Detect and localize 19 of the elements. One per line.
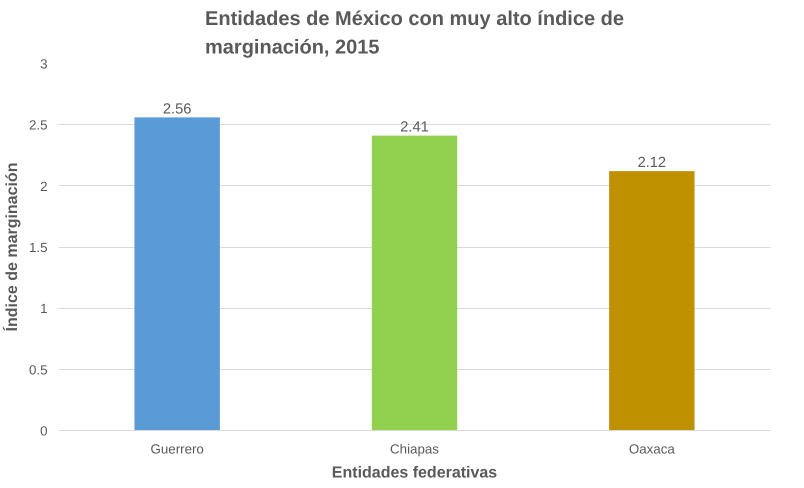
bar xyxy=(609,171,695,430)
y-tick-label: 0 xyxy=(40,424,48,438)
x-tick-label: Oaxaca xyxy=(628,442,676,456)
y-tick-label: 1.5 xyxy=(28,240,48,255)
y-tick-label: 2 xyxy=(40,178,48,194)
y-tick-label: 0.5 xyxy=(28,362,48,378)
x-axis-title: Entidades federativas xyxy=(332,464,498,482)
data-label: 2.41 xyxy=(400,120,429,136)
x-tick-label: Guerrero xyxy=(150,442,204,456)
y-tick-label: 2.5 xyxy=(28,118,48,133)
y-axis-title: Índice de marginación xyxy=(2,162,21,332)
data-label: 2.12 xyxy=(638,155,666,172)
x-tick-label: Chiapas xyxy=(390,442,440,456)
y-tick-label: 3 xyxy=(40,56,48,72)
y-tick-label: 1 xyxy=(40,301,48,316)
bar xyxy=(134,117,220,430)
bar xyxy=(372,136,458,430)
data-label: 2.56 xyxy=(162,101,192,118)
chart-title: Entidades de México con muy alto índice de marginación, 2015 xyxy=(205,8,624,58)
